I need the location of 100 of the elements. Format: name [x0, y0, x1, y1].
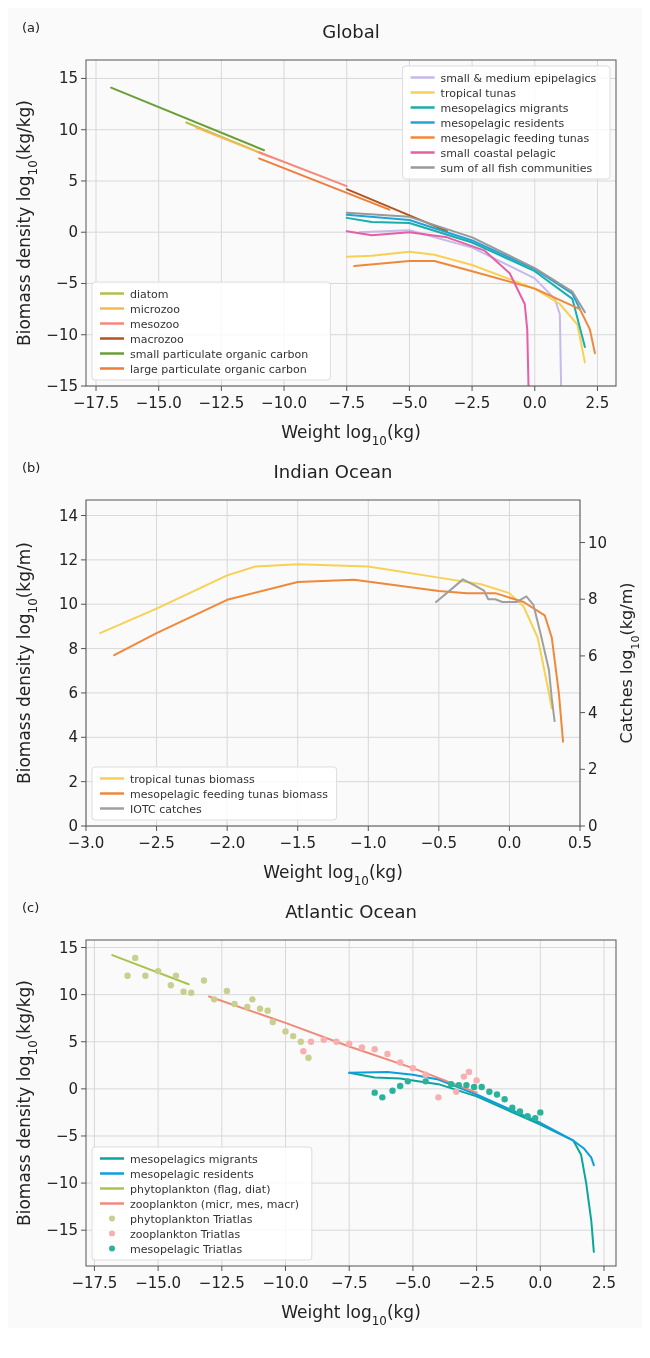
legend-label: microzoo — [130, 302, 181, 316]
x-tick-label: −10.0 — [261, 394, 308, 412]
y2-tick-label: 4 — [588, 703, 598, 722]
legend-label: IOTC catches — [130, 802, 203, 816]
point — [249, 996, 256, 1003]
point — [256, 1005, 264, 1012]
y2-tick-label: 0 — [588, 817, 598, 835]
point — [305, 1054, 312, 1061]
point — [180, 988, 187, 996]
legend-label: phytoplankton Triatlas — [130, 1212, 253, 1226]
legend-label: large particulate organic carbon — [130, 362, 307, 376]
line-series — [345, 216, 586, 349]
x-tick-label: −0.5 — [420, 834, 458, 852]
point — [188, 989, 195, 996]
point — [404, 1078, 412, 1085]
point — [269, 1018, 276, 1026]
y2-tick-label: 8 — [588, 590, 598, 609]
line-series — [345, 250, 586, 364]
point — [282, 1028, 289, 1035]
legend-label: macrozoo — [130, 332, 185, 346]
point — [210, 996, 218, 1003]
legend-label: mesopelagic residents — [440, 116, 565, 130]
point — [142, 972, 149, 979]
x-tick-label: −1.0 — [350, 834, 387, 852]
y-tick-label: 10 — [58, 120, 78, 139]
point — [409, 1064, 417, 1072]
legend-label: mesopelagics migrants — [130, 1152, 259, 1166]
point — [307, 1038, 315, 1045]
legend-label: mesozoo — [130, 317, 180, 331]
legend-label: small coastal pelagic — [440, 146, 556, 160]
point — [509, 1104, 516, 1111]
x-tick-label: −15.0 — [135, 1274, 182, 1292]
point — [358, 1044, 366, 1051]
point — [172, 972, 180, 979]
x-axis-title: Weight log$_{10}$(kg) — [263, 862, 403, 888]
y-tick-label: 6 — [68, 683, 78, 702]
line-series — [99, 563, 553, 710]
x-tick-label: 0.0 — [497, 834, 522, 852]
x-tick-label: −2.5 — [458, 1274, 495, 1292]
x-tick-label: −10.0 — [262, 1274, 309, 1292]
x-tick-label: −12.5 — [198, 1274, 245, 1292]
x-tick-label: −5.0 — [394, 1274, 432, 1292]
point — [131, 954, 139, 962]
y-tick-label: 15 — [58, 938, 78, 957]
point — [320, 1036, 327, 1044]
x-tick-label: −7.5 — [331, 1274, 368, 1292]
line-series — [345, 230, 530, 386]
x-tick-label: 0.5 — [568, 834, 592, 852]
line-series — [358, 229, 563, 386]
point — [167, 982, 175, 989]
legend-label: sum of all fish communities — [440, 161, 593, 175]
legend-label: phytoplankton (flag, diat) — [130, 1182, 271, 1196]
point — [389, 1087, 396, 1094]
x-tick-label: 0.0 — [528, 1274, 553, 1292]
y-tick-label: 5 — [68, 1032, 78, 1051]
x-tick-label: −1.5 — [279, 834, 316, 852]
point — [371, 1089, 378, 1096]
point — [244, 1003, 251, 1011]
line-series — [353, 259, 596, 355]
point — [501, 1096, 508, 1103]
point — [396, 1082, 404, 1090]
x-tick-label: −17.5 — [71, 1274, 118, 1292]
y-tick-label: 10 — [58, 595, 78, 614]
point — [264, 1007, 271, 1014]
x-tick-label: −2.5 — [453, 394, 491, 412]
y-tick-label: 8 — [68, 639, 78, 658]
line-series — [113, 578, 565, 743]
point — [346, 1040, 353, 1047]
point — [516, 1108, 524, 1115]
point — [422, 1078, 429, 1085]
point — [333, 1038, 340, 1045]
point — [455, 1081, 462, 1089]
y-tick-label: 15 — [58, 69, 78, 88]
x-tick-label: 2.5 — [585, 394, 610, 412]
legend-label: mesopelagic feeding tunas biomass — [130, 787, 329, 801]
legend-label: mesopelagic residents — [130, 1167, 254, 1181]
point — [463, 1081, 470, 1089]
point — [300, 1047, 307, 1055]
point — [435, 1094, 442, 1101]
point — [473, 1077, 480, 1084]
point — [384, 1050, 391, 1058]
x-tick-label: 2.5 — [592, 1274, 616, 1292]
y-tick-label: 12 — [58, 550, 78, 569]
line-series — [435, 578, 556, 723]
chart-title: Indian Ocean — [273, 461, 393, 482]
legend-label: mesopelagic Triatlas — [130, 1242, 243, 1256]
point — [478, 1083, 485, 1091]
x-tick-label: −2.5 — [138, 834, 175, 852]
point — [223, 987, 231, 995]
x-tick-label: −17.5 — [73, 394, 120, 412]
text: (c) — [22, 900, 40, 915]
y-tick-label: −5 — [55, 1126, 78, 1145]
point — [297, 1038, 304, 1045]
x-tick-label: −5.0 — [391, 394, 428, 412]
text: (b) — [22, 460, 41, 475]
point — [231, 1000, 238, 1008]
chart-title: Atlantic Ocean — [285, 901, 417, 922]
point — [486, 1088, 493, 1095]
y-tick-label: −5 — [55, 274, 78, 293]
text: (a) — [22, 20, 41, 35]
